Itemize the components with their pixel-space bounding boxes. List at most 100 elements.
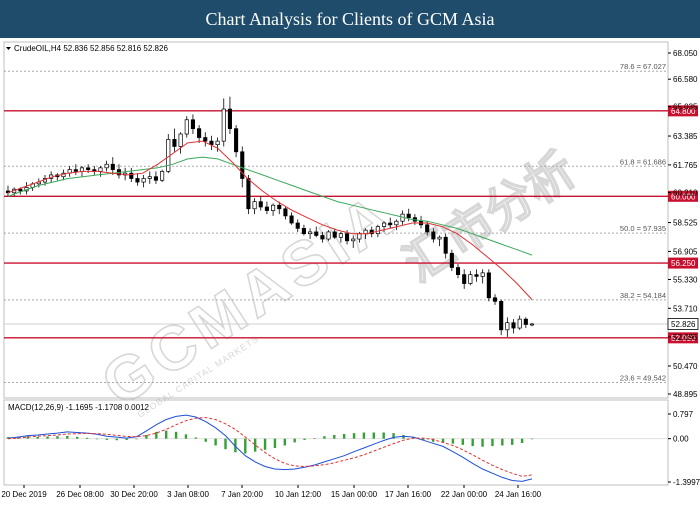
chart-symbol-info: CrudeOIL,H4 52.836 52.856 52.816 52.826 [14, 44, 168, 53]
macd-histogram-bar [204, 438, 207, 442]
candle-body [492, 297, 498, 302]
y-tick-label: 60.210 [673, 189, 698, 198]
candle-body [110, 163, 115, 170]
y-tick-label: 52.095 [673, 333, 698, 342]
candles [5, 96, 535, 337]
candle-body [98, 167, 103, 172]
candle-body [351, 238, 356, 242]
macd-info: MACD(12,26,9) -1.1695 -1.1708 0.0012 [8, 403, 150, 412]
candle-body [178, 133, 183, 147]
macd-histogram-bar [234, 438, 237, 453]
price-chart[interactable]: GCMASIA 汇市分析 GLOBAL CAPITAL MARKETS Crud… [0, 38, 700, 500]
macd-histogram-bar [313, 438, 316, 439]
macd-histogram-bar [431, 438, 435, 442]
candle-body [431, 231, 436, 240]
level-price-tag [668, 332, 698, 344]
macd-y-tick-label: 0.00 [673, 435, 689, 444]
y-tick-label: 56.905 [673, 247, 698, 256]
macd-signal-line [7, 417, 533, 477]
y-tick-label: 66.580 [673, 75, 698, 84]
fib-level-label: 23.6 = 49.542 [620, 373, 666, 382]
candle-body [474, 274, 479, 277]
candle-body [197, 128, 202, 138]
slow-moving-average [7, 156, 533, 256]
x-tick-label: 17 Jan 16:00 [385, 490, 432, 499]
macd-histogram-bar [263, 438, 267, 450]
macd-y-tick-label: -1.3997 [673, 478, 700, 487]
macd-histogram-bar [530, 438, 534, 440]
candle-body [135, 178, 140, 183]
y-tick-label: 61.765 [673, 161, 698, 170]
macd-histogram-bar [273, 438, 277, 448]
candle-body [308, 231, 313, 235]
x-tick-label: 24 Jan 16:00 [495, 490, 542, 499]
level-price-label: 56.250 [671, 259, 696, 268]
candle-body [443, 236, 448, 254]
macd-histogram-bar [352, 433, 356, 439]
macd-histogram-bar [66, 435, 69, 439]
macd-histogram-bar [214, 438, 217, 446]
macd-histogram-bar [184, 434, 188, 439]
candle-body [375, 226, 380, 235]
candle-body [252, 201, 257, 210]
macd-histogram-bar [115, 438, 118, 441]
macd-histogram-bar [303, 438, 306, 440]
macd-histogram-bar [224, 438, 227, 450]
macd-histogram-bar [244, 438, 247, 454]
chart-frame: GCMASIA 汇市分析 GLOBAL CAPITAL MARKETS Crud… [0, 38, 700, 500]
level-price-tag [668, 190, 698, 202]
candle-body [394, 220, 399, 226]
macd-histogram-bar [105, 438, 109, 440]
candle-body [529, 323, 535, 326]
macd-histogram-bar [392, 433, 395, 439]
candle-body [209, 140, 214, 146]
x-tick-label: 22 Jan 00:00 [441, 490, 488, 499]
y-tick-label: 48.895 [673, 390, 698, 399]
macd-histogram-bar [16, 436, 20, 439]
candle-body [326, 231, 331, 240]
candle-body [289, 215, 294, 224]
level-price-tag [668, 257, 698, 269]
macd-histogram-bar [491, 438, 494, 447]
candle-body [357, 233, 362, 240]
candle-body [517, 318, 522, 329]
y-tick-label: 55.330 [673, 275, 698, 284]
candle-body [18, 188, 23, 192]
candle-body [480, 272, 485, 277]
candle-body [147, 176, 152, 179]
current-price-tag [667, 318, 699, 330]
candle-body [86, 167, 91, 170]
candle-body [449, 252, 454, 268]
candle-body [246, 178, 251, 210]
candle-body [240, 151, 245, 179]
candle-body [363, 229, 368, 235]
collapse-triangle-icon[interactable] [6, 47, 11, 50]
candle-body [320, 235, 325, 240]
macd-histogram-bar [441, 438, 445, 443]
candle-body [234, 128, 239, 153]
candle-body [523, 318, 528, 325]
x-tick-label: 15 Jan 00:00 [331, 490, 378, 499]
fast-moving-average [7, 140, 533, 300]
current-price-label: 52.826 [671, 320, 696, 329]
level-price-tag [668, 105, 698, 117]
fib-level-label: 61.8 = 61.686 [620, 157, 666, 166]
fib-level-label: 78.6 = 67.027 [620, 62, 666, 71]
price-panel [3, 41, 669, 399]
macd-histogram-bar [451, 438, 455, 444]
x-tick-label: 10 Jan 12:00 [275, 490, 322, 499]
candle-body [271, 204, 276, 211]
candle-body [283, 208, 288, 217]
macd-histogram-bar [362, 432, 366, 439]
macd-histogram-bar [323, 436, 326, 439]
candle-body [190, 119, 195, 130]
macd-histogram-bar [333, 434, 336, 439]
macd-histogram-bar [481, 438, 484, 447]
level-price-label: 64.800 [671, 107, 696, 116]
x-tick-label: 3 Jan 08:00 [167, 490, 209, 499]
y-tick-label: 58.525 [673, 219, 698, 228]
x-tick-label: 26 Dec 08:00 [56, 490, 104, 499]
candle-body [382, 222, 387, 227]
candle-body [468, 274, 473, 284]
candle-body [264, 206, 269, 211]
